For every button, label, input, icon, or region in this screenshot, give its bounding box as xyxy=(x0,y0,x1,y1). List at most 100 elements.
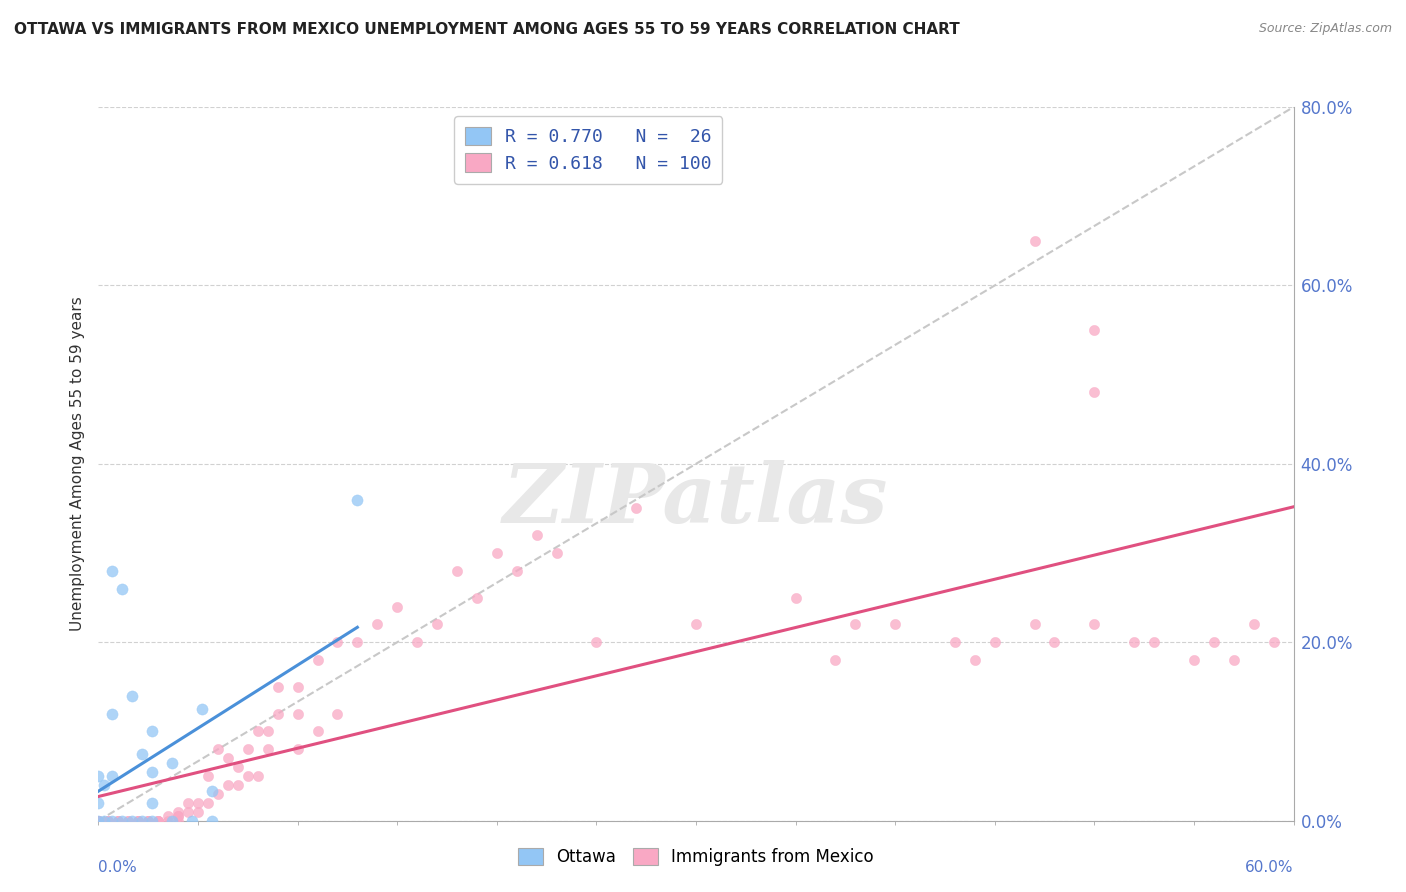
Point xyxy=(1123,635,1146,649)
Point xyxy=(167,805,190,819)
Point xyxy=(1263,635,1285,649)
Point xyxy=(160,814,183,828)
Point xyxy=(1243,617,1265,632)
Point xyxy=(191,702,214,716)
Point xyxy=(1182,653,1205,667)
Point xyxy=(485,546,508,560)
Point xyxy=(256,724,278,739)
Point xyxy=(1083,385,1105,400)
Point xyxy=(87,814,110,828)
Point xyxy=(87,814,110,828)
Point xyxy=(1143,635,1166,649)
Point xyxy=(131,747,153,761)
Point xyxy=(366,617,388,632)
Point xyxy=(217,751,239,765)
Point xyxy=(101,564,124,578)
Point xyxy=(983,635,1005,649)
Point xyxy=(287,742,309,756)
Point xyxy=(87,796,110,810)
Point xyxy=(101,769,124,783)
Point xyxy=(246,769,269,783)
Point xyxy=(187,796,209,810)
Point xyxy=(197,769,219,783)
Point xyxy=(167,809,190,823)
Point xyxy=(287,680,309,694)
Point xyxy=(87,814,110,828)
Point xyxy=(148,814,170,828)
Point xyxy=(136,814,159,828)
Point xyxy=(87,814,110,828)
Point xyxy=(1202,635,1225,649)
Point xyxy=(87,814,110,828)
Point xyxy=(1222,653,1246,667)
Text: 0.0%: 0.0% xyxy=(98,860,138,875)
Point xyxy=(136,814,159,828)
Point xyxy=(127,814,149,828)
Point xyxy=(1043,635,1066,649)
Point xyxy=(141,814,163,828)
Point xyxy=(148,814,170,828)
Point xyxy=(141,724,163,739)
Point xyxy=(136,814,159,828)
Point xyxy=(207,787,229,801)
Point xyxy=(160,756,183,770)
Point xyxy=(201,814,224,828)
Point xyxy=(167,809,190,823)
Point xyxy=(266,680,290,694)
Point xyxy=(256,742,278,756)
Point xyxy=(107,814,129,828)
Point xyxy=(963,653,986,667)
Point xyxy=(226,778,249,792)
Point xyxy=(1083,323,1105,337)
Point xyxy=(685,617,707,632)
Point xyxy=(87,814,110,828)
Point xyxy=(177,796,200,810)
Point xyxy=(117,814,139,828)
Point xyxy=(246,724,269,739)
Point xyxy=(426,617,449,632)
Point xyxy=(287,706,309,721)
Point xyxy=(87,814,110,828)
Point xyxy=(226,760,249,774)
Point xyxy=(346,635,368,649)
Point xyxy=(107,814,129,828)
Point xyxy=(87,814,110,828)
Point xyxy=(197,796,219,810)
Point xyxy=(1083,617,1105,632)
Point xyxy=(127,814,149,828)
Point xyxy=(121,814,143,828)
Point xyxy=(107,814,129,828)
Point xyxy=(844,617,866,632)
Point xyxy=(101,814,124,828)
Point xyxy=(785,591,807,605)
Point xyxy=(943,635,966,649)
Point xyxy=(97,814,120,828)
Point xyxy=(1024,234,1046,248)
Point xyxy=(624,501,647,516)
Point xyxy=(148,814,170,828)
Point xyxy=(93,814,115,828)
Point xyxy=(465,591,488,605)
Point xyxy=(346,492,368,507)
Text: Source: ZipAtlas.com: Source: ZipAtlas.com xyxy=(1258,22,1392,36)
Point xyxy=(87,814,110,828)
Point xyxy=(87,814,110,828)
Point xyxy=(111,582,134,596)
Point xyxy=(87,814,110,828)
Point xyxy=(307,653,329,667)
Point xyxy=(131,814,153,828)
Point xyxy=(585,635,607,649)
Point xyxy=(141,764,163,779)
Point xyxy=(93,778,115,792)
Point xyxy=(1024,617,1046,632)
Point xyxy=(236,742,259,756)
Point xyxy=(167,814,190,828)
Text: 60.0%: 60.0% xyxy=(1246,860,1294,875)
Point xyxy=(101,706,124,721)
Point xyxy=(157,809,180,823)
Point xyxy=(446,564,468,578)
Point xyxy=(326,635,349,649)
Point xyxy=(187,805,209,819)
Point xyxy=(506,564,529,578)
Point xyxy=(307,724,329,739)
